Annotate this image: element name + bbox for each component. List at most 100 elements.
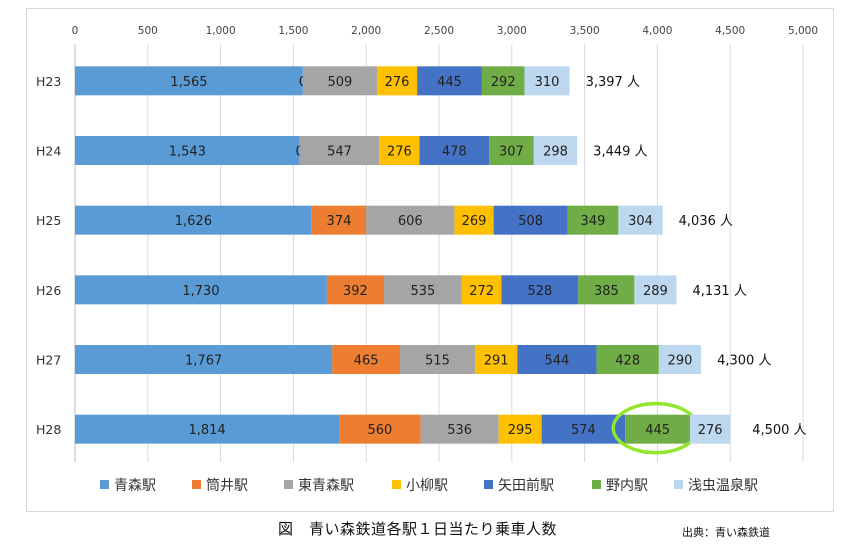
total-label: 4,131 人 xyxy=(692,284,746,299)
data-label: 445 xyxy=(437,75,462,90)
legend-label: 野内駅 xyxy=(606,478,648,494)
data-label: 276 xyxy=(385,75,410,90)
bar-segment xyxy=(417,66,482,96)
x-tick-label: 1,500 xyxy=(278,25,308,37)
data-label: 1,767 xyxy=(185,354,222,369)
data-label: 295 xyxy=(508,423,533,438)
bar-segment xyxy=(567,205,619,235)
data-label: 298 xyxy=(543,145,568,160)
legend-swatch xyxy=(100,480,109,489)
bar-segment xyxy=(524,66,570,96)
x-tick-label: 4,000 xyxy=(642,25,672,37)
bar-segment xyxy=(383,275,462,305)
bar-segment xyxy=(541,414,626,444)
legend-label: 浅虫温泉駅 xyxy=(688,477,758,494)
data-label: 290 xyxy=(668,354,693,369)
data-label: 606 xyxy=(398,214,423,229)
data-label: 508 xyxy=(518,214,543,229)
stacked-bar-chart: 0 500 1,000 1,500 2,000 2,500 3,000 3,500 4,000 4… xyxy=(36,25,818,494)
bar-segment xyxy=(420,414,499,444)
legend-label: 小柳駅 xyxy=(406,477,448,494)
data-label: 465 xyxy=(354,354,379,369)
data-label: 385 xyxy=(594,284,619,299)
data-label: 547 xyxy=(327,145,352,160)
data-label: 272 xyxy=(469,284,494,299)
x-tick-label: 2,000 xyxy=(351,25,381,37)
source-note: 出典：青い森鉄道 xyxy=(682,526,770,539)
bar-segment xyxy=(493,205,568,235)
data-label: 291 xyxy=(484,354,509,369)
data-label: 374 xyxy=(327,214,352,229)
data-label: 276 xyxy=(387,145,412,160)
data-label: 445 xyxy=(645,423,670,438)
bar-segment xyxy=(501,275,579,305)
bar-segment xyxy=(578,275,635,305)
legend-label: 筒井駅 xyxy=(206,477,248,494)
x-tick-label: 3,000 xyxy=(497,25,527,37)
data-label: 515 xyxy=(425,354,450,369)
legend-swatch xyxy=(592,480,601,489)
x-tick-label: 4,500 xyxy=(715,25,745,37)
data-label: 292 xyxy=(491,75,516,90)
figure-caption: 図 青い森鉄道各駅１日当たり乗車人数 xyxy=(278,520,558,538)
bar-segment xyxy=(690,414,731,444)
bar-segment xyxy=(326,275,384,305)
category-label: H26 xyxy=(36,283,61,298)
category-label: H23 xyxy=(36,74,61,89)
bar-segment xyxy=(376,66,418,96)
bar-segment xyxy=(339,414,421,444)
bar-segment xyxy=(75,205,312,235)
bar-segment xyxy=(596,345,659,374)
data-label: 269 xyxy=(462,214,487,229)
data-label: 307 xyxy=(499,145,524,160)
bar-segment xyxy=(311,205,367,235)
data-label: 560 xyxy=(367,423,392,438)
data-label: 310 xyxy=(535,75,560,90)
bar-segment xyxy=(75,414,340,444)
bar-segment xyxy=(399,345,475,374)
bar-segment xyxy=(474,345,518,374)
legend-label: 矢田前駅 xyxy=(498,477,554,494)
bar-segment xyxy=(302,66,377,96)
bar-segment xyxy=(379,136,420,165)
bar-segment xyxy=(461,275,502,305)
data-label: 1,565 xyxy=(170,75,207,90)
bar-segment xyxy=(658,345,702,374)
legend-swatch xyxy=(392,480,401,489)
bar-segment xyxy=(481,66,525,96)
bar-segment xyxy=(75,275,327,305)
bar-segment xyxy=(533,136,578,165)
bar-segment xyxy=(634,275,677,305)
bar-segment xyxy=(75,66,303,96)
data-label: 509 xyxy=(328,75,353,90)
data-label: 289 xyxy=(643,284,668,299)
bar-segment xyxy=(299,136,380,165)
data-label: 544 xyxy=(545,354,570,369)
bar-segment xyxy=(366,205,455,235)
category-label: H27 xyxy=(36,353,61,368)
total-label: 3,397 人 xyxy=(586,75,640,90)
data-label: 1,814 xyxy=(188,423,225,438)
data-label: 478 xyxy=(442,145,467,160)
category-label: H25 xyxy=(36,213,61,228)
legend-swatch xyxy=(192,480,201,489)
data-label: 276 xyxy=(698,423,723,438)
data-label: 528 xyxy=(527,284,552,299)
data-label: 349 xyxy=(581,214,606,229)
data-label: 536 xyxy=(447,423,472,438)
data-label: 574 xyxy=(571,423,596,438)
bar-segment xyxy=(75,345,333,374)
bar-segment xyxy=(625,414,691,444)
legend-swatch xyxy=(284,480,293,489)
total-label: 4,036 人 xyxy=(679,214,733,229)
bar-segment xyxy=(332,345,400,374)
total-label: 4,300 人 xyxy=(717,354,771,369)
x-tick-label: 2,500 xyxy=(424,25,454,37)
data-label: 535 xyxy=(410,284,435,299)
data-label: 1,543 xyxy=(169,145,206,160)
bar-segment xyxy=(419,136,490,165)
legend-label: 東青森駅 xyxy=(298,478,354,494)
category-label: H24 xyxy=(36,144,61,159)
data-label: 392 xyxy=(343,284,368,299)
total-label: 4,500 人 xyxy=(752,423,806,438)
